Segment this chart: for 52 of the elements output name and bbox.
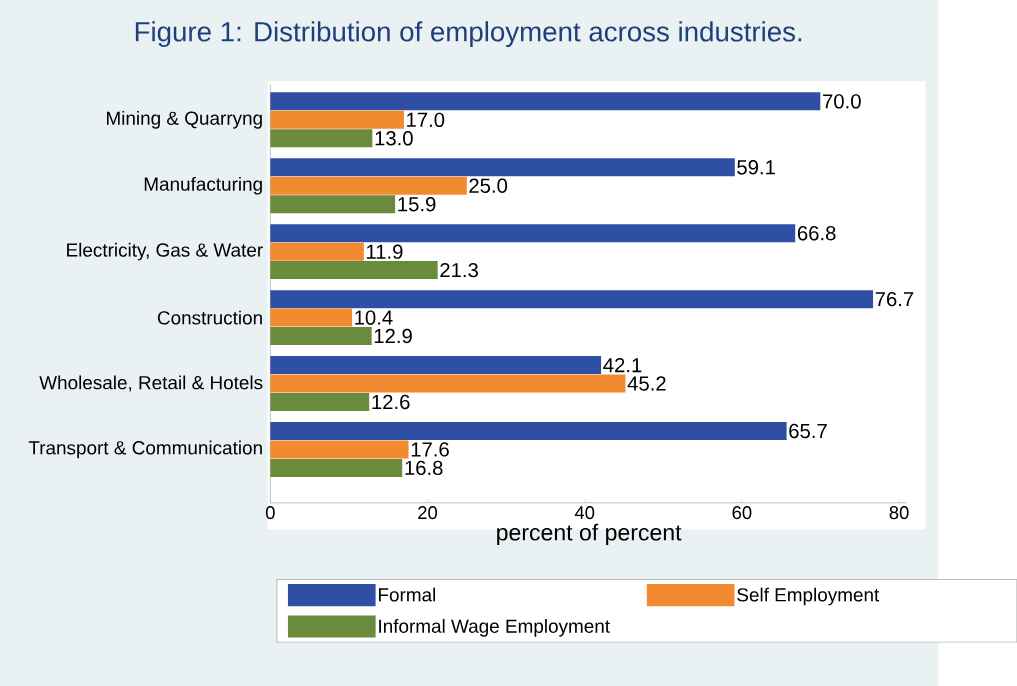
bar [270, 92, 821, 111]
bar [270, 308, 353, 327]
bar [270, 374, 626, 393]
legend-label: Informal Wage Employment [379, 618, 610, 637]
data-label: 65.7 [789, 423, 827, 438]
data-label: 13.0 [375, 130, 413, 146]
bar [270, 326, 372, 345]
data-label: 17.6 [411, 442, 449, 457]
x-tick-label: 0 [265, 505, 275, 519]
bar [270, 224, 796, 242]
y-tick-label: Manufacturing [144, 176, 262, 195]
data-label: 76.7 [875, 291, 914, 307]
data-label: 11.9 [366, 244, 403, 259]
legend-label: Formal [378, 587, 436, 602]
data-label: 16.8 [405, 460, 443, 475]
chart-title: Figure 1: Distribution of employment across industries. [135, 21, 802, 47]
bar [270, 242, 364, 261]
bar [270, 129, 373, 148]
bar [270, 421, 787, 440]
data-label: 45.2 [627, 376, 666, 391]
x-tick-label: 80 [889, 505, 909, 519]
data-label: 17.0 [407, 112, 445, 127]
data-label: 25.0 [469, 178, 508, 193]
bar [270, 458, 403, 477]
data-label: 10.4 [355, 310, 393, 325]
bar [270, 289, 874, 308]
data-label: 15.9 [398, 196, 436, 212]
bar [270, 260, 438, 279]
bar [270, 355, 602, 374]
y-tick-label: Electricity, Gas & Water [67, 242, 263, 261]
bar [270, 195, 396, 213]
data-label: 12.9 [374, 328, 412, 344]
data-label: 70.0 [823, 93, 861, 109]
legend-label: Self Employment [737, 587, 880, 606]
bar [270, 158, 735, 177]
y-tick-label: Wholesale, Retail & Hotels [39, 375, 263, 392]
y-tick-label: Transport & Communication [28, 440, 262, 459]
data-label: 21.3 [440, 262, 478, 278]
data-label: 12.6 [372, 394, 410, 409]
x-axis-title: percent of percent [497, 523, 682, 545]
bar [270, 392, 370, 411]
x-tick-label: 20 [418, 505, 438, 519]
bar [270, 440, 409, 459]
y-tick-label: Mining & Quarryng [107, 110, 262, 129]
data-label: 66.8 [797, 225, 836, 241]
bar [270, 176, 467, 195]
x-tick-label: 60 [732, 505, 752, 519]
x-tick-label: 40 [574, 505, 595, 519]
data-label: 59.1 [737, 159, 775, 175]
y-tick-label: Construction [157, 310, 262, 325]
bar [270, 110, 404, 129]
data-label: 42.1 [603, 357, 642, 372]
